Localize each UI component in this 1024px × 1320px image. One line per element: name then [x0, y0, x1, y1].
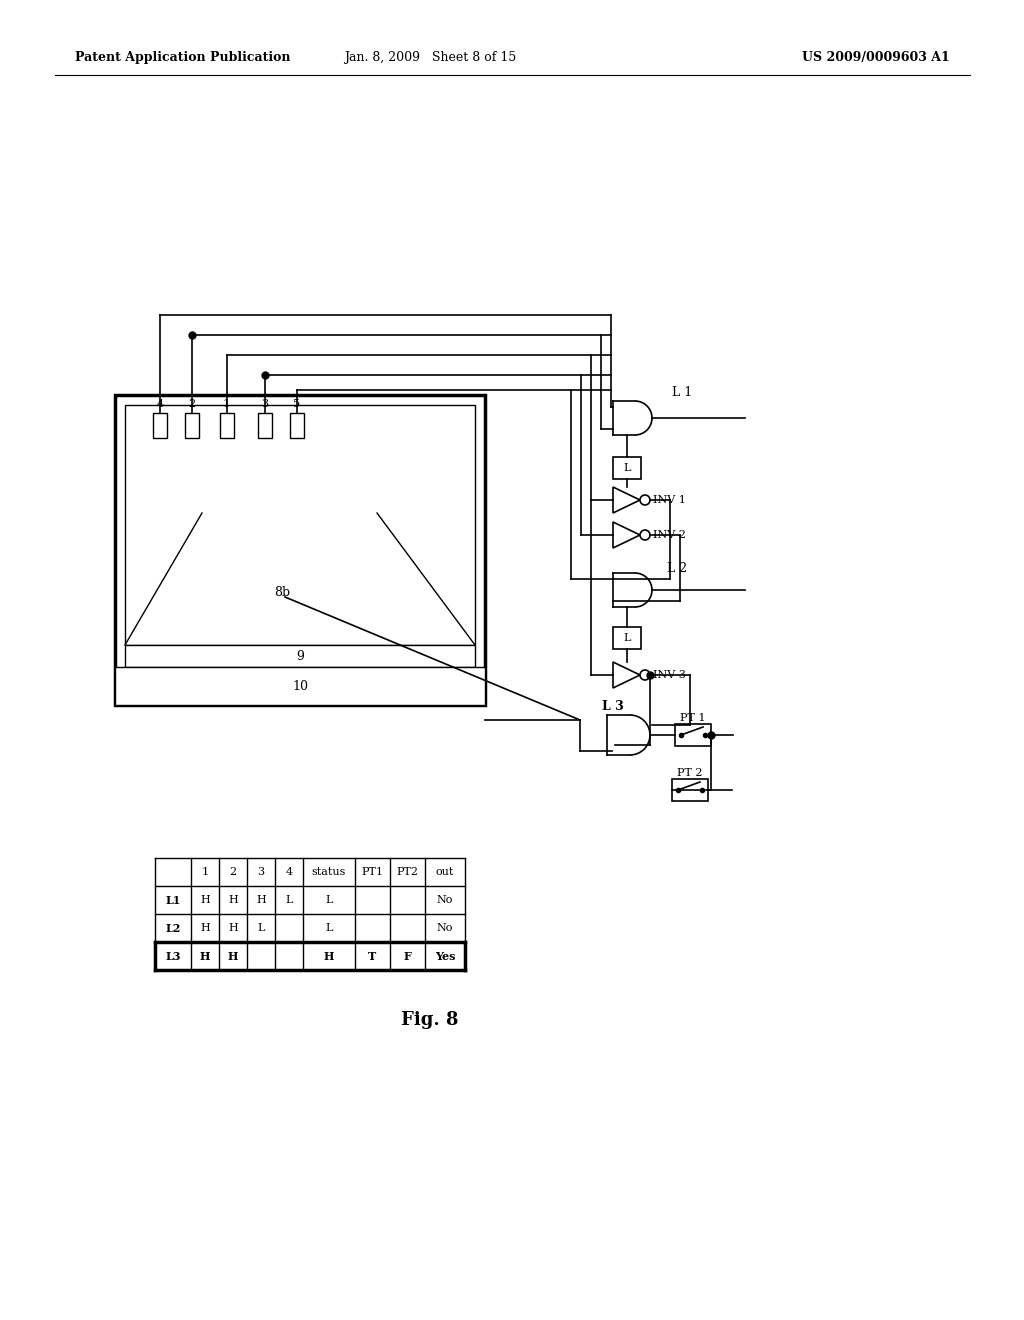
- Bar: [675, 723, 711, 746]
- Bar: [115, 667, 485, 705]
- Text: H: H: [200, 950, 210, 961]
- Text: 9: 9: [296, 649, 304, 663]
- Text: PT2: PT2: [396, 867, 419, 876]
- Text: 1: 1: [223, 399, 230, 409]
- Circle shape: [640, 671, 650, 680]
- Text: L3: L3: [165, 950, 181, 961]
- Circle shape: [640, 531, 650, 540]
- Bar: [258, 413, 272, 438]
- Text: PT1: PT1: [361, 867, 384, 876]
- Text: No: No: [437, 923, 454, 933]
- Text: 2: 2: [188, 399, 195, 409]
- Text: 5: 5: [293, 399, 300, 409]
- Bar: [219, 413, 233, 438]
- Text: Patent Application Publication: Patent Application Publication: [75, 51, 291, 65]
- Bar: [290, 413, 303, 438]
- Text: Fig. 8: Fig. 8: [401, 1011, 459, 1030]
- Polygon shape: [613, 663, 640, 688]
- Text: H: H: [200, 923, 210, 933]
- Text: 3: 3: [261, 399, 268, 409]
- Polygon shape: [613, 487, 640, 513]
- Bar: [125, 645, 475, 667]
- Text: US 2009/0009603 A1: US 2009/0009603 A1: [802, 51, 950, 65]
- Text: H: H: [228, 923, 238, 933]
- Text: L: L: [326, 895, 333, 906]
- Text: Yes: Yes: [435, 950, 456, 961]
- Text: L: L: [624, 634, 631, 643]
- Text: PT 2: PT 2: [677, 768, 702, 777]
- Text: out: out: [436, 867, 455, 876]
- Text: L 2: L 2: [667, 561, 687, 574]
- Text: 8b: 8b: [274, 586, 291, 599]
- Text: 2: 2: [229, 867, 237, 876]
- Text: L2: L2: [165, 923, 180, 933]
- Text: status: status: [312, 867, 346, 876]
- Bar: [672, 779, 708, 801]
- Text: L 1: L 1: [672, 387, 692, 400]
- Text: H: H: [228, 895, 238, 906]
- Text: L: L: [286, 895, 293, 906]
- Text: No: No: [437, 895, 454, 906]
- Bar: [613, 457, 641, 479]
- Text: INV 3: INV 3: [653, 671, 686, 680]
- Bar: [115, 395, 485, 705]
- Text: H: H: [324, 950, 334, 961]
- Text: H: H: [200, 895, 210, 906]
- Bar: [153, 413, 167, 438]
- Circle shape: [640, 495, 650, 506]
- Text: INV 2: INV 2: [653, 531, 686, 540]
- Text: H: H: [256, 895, 266, 906]
- Text: 3: 3: [257, 867, 264, 876]
- Text: 1: 1: [202, 867, 209, 876]
- Text: 10: 10: [292, 680, 308, 693]
- Text: L: L: [257, 923, 264, 933]
- Text: H: H: [227, 950, 239, 961]
- Text: PT 1: PT 1: [680, 713, 706, 723]
- Bar: [613, 627, 641, 649]
- Text: 4: 4: [286, 867, 293, 876]
- Text: L: L: [326, 923, 333, 933]
- Text: F: F: [403, 950, 412, 961]
- Bar: [125, 405, 475, 645]
- Text: Jan. 8, 2009   Sheet 8 of 15: Jan. 8, 2009 Sheet 8 of 15: [344, 51, 516, 65]
- Text: L1: L1: [165, 895, 180, 906]
- Bar: [184, 413, 199, 438]
- Text: T: T: [369, 950, 377, 961]
- Text: L: L: [624, 463, 631, 473]
- Text: L 3: L 3: [602, 701, 624, 714]
- Text: 4: 4: [157, 399, 164, 409]
- Polygon shape: [613, 521, 640, 548]
- Text: INV 1: INV 1: [653, 495, 686, 506]
